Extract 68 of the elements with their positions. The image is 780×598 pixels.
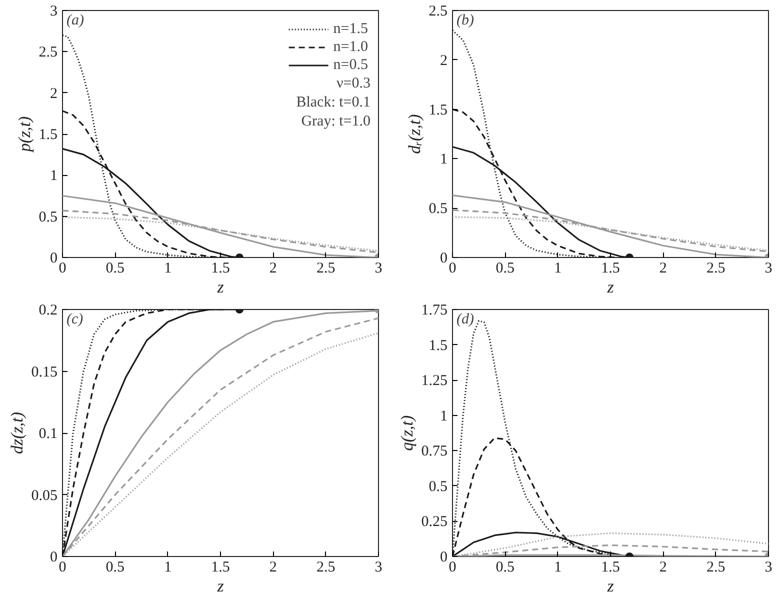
x-axis-title: z bbox=[606, 278, 614, 296]
x-tick-label: 1.5 bbox=[601, 260, 620, 276]
x-tick-label: 1 bbox=[554, 260, 562, 276]
y-tick-label: 0.5 bbox=[428, 201, 448, 218]
annotation: (d) bbox=[456, 312, 474, 328]
legend-label: n=0.5 bbox=[333, 56, 368, 74]
y-tick-label: 0.5 bbox=[428, 478, 448, 495]
x-tick-label: 3 bbox=[764, 260, 772, 276]
x-tick-label: 2.5 bbox=[706, 560, 726, 576]
annotation: (b) bbox=[456, 12, 474, 28]
x-tick-label: 0.5 bbox=[496, 260, 515, 276]
y-tick-label: 0 bbox=[440, 550, 448, 566]
x-tick-label: 1.5 bbox=[211, 560, 230, 576]
x-tick-label: 3 bbox=[374, 260, 382, 276]
y-tick-label: 1.5 bbox=[428, 338, 448, 354]
legend-label: n=1.5 bbox=[333, 20, 368, 38]
y-tick-label: 0.1 bbox=[38, 426, 58, 442]
y-tick-label: 0 bbox=[50, 250, 58, 266]
x-tick-label: 2.5 bbox=[316, 560, 336, 576]
y-tick-label: 1.25 bbox=[421, 373, 448, 390]
x-tick-label: 0.5 bbox=[106, 560, 125, 576]
annotation: Gray: t=1.0 bbox=[301, 114, 370, 130]
y-tick-label: 1.5 bbox=[38, 127, 58, 143]
annotation: (a) bbox=[66, 12, 84, 28]
x-tick-label: 1 bbox=[554, 560, 562, 576]
x-tick-label: 2 bbox=[269, 260, 277, 276]
y-tick-label: 0.25 bbox=[421, 514, 448, 530]
y-tick-label: 2 bbox=[50, 86, 58, 102]
x-tick-label: 2.5 bbox=[316, 260, 336, 276]
y-axis-title: q(z,t) bbox=[397, 414, 416, 451]
y-tick-label: 1.5 bbox=[428, 102, 448, 118]
y-tick-label: 0 bbox=[50, 550, 58, 566]
x-axis-title: z bbox=[606, 576, 614, 596]
y-tick-label: 0.75 bbox=[421, 444, 448, 460]
legend-label: n=1.0 bbox=[333, 38, 368, 56]
y-tick-label: 1 bbox=[440, 152, 448, 168]
annotation: Black: t=0.1 bbox=[296, 94, 371, 110]
y-axis-title: p(z,t) bbox=[14, 116, 34, 153]
y-tick-label: 0.05 bbox=[31, 488, 58, 504]
x-tick-label: 0.5 bbox=[496, 560, 515, 576]
y-tick-label: 0 bbox=[440, 250, 448, 266]
y-tick-label: 1 bbox=[440, 408, 448, 424]
x-tick-label: 3 bbox=[764, 560, 772, 576]
y-tick-label: 2.5 bbox=[38, 44, 58, 61]
x-tick-label: 1 bbox=[164, 560, 172, 576]
annotation: ν=0.3 bbox=[336, 76, 371, 92]
y-axis-title: dᵣ(z,t) bbox=[404, 114, 424, 154]
x-tick-label: 1.5 bbox=[211, 260, 230, 276]
y-tick-label: 0.5 bbox=[38, 209, 58, 226]
y-tick-label: 1 bbox=[50, 168, 58, 184]
y-tick-label: 2 bbox=[440, 52, 448, 69]
x-tick-label: 1 bbox=[164, 260, 172, 276]
annotation: (c) bbox=[66, 312, 84, 328]
y-tick-label: 2.5 bbox=[428, 4, 448, 20]
x-axis-title: z bbox=[216, 278, 224, 296]
x-tick-label: 2 bbox=[659, 260, 667, 276]
x-tick-label: 3 bbox=[374, 560, 382, 576]
y-tick-label: 1.75 bbox=[421, 302, 448, 318]
x-tick-label: 0.5 bbox=[106, 260, 125, 276]
x-axis-title: z bbox=[216, 576, 224, 596]
x-tick-label: 2 bbox=[269, 560, 277, 576]
x-tick-label: 2 bbox=[659, 560, 667, 576]
y-tick-label: 3 bbox=[50, 4, 58, 20]
y-axis-title: dz(z,t) bbox=[7, 412, 26, 454]
y-tick-label: 0.15 bbox=[31, 364, 58, 380]
x-tick-label: 2.5 bbox=[706, 260, 726, 276]
y-tick-label: 0.2 bbox=[38, 302, 58, 318]
x-tick-label: 1.5 bbox=[601, 560, 620, 576]
